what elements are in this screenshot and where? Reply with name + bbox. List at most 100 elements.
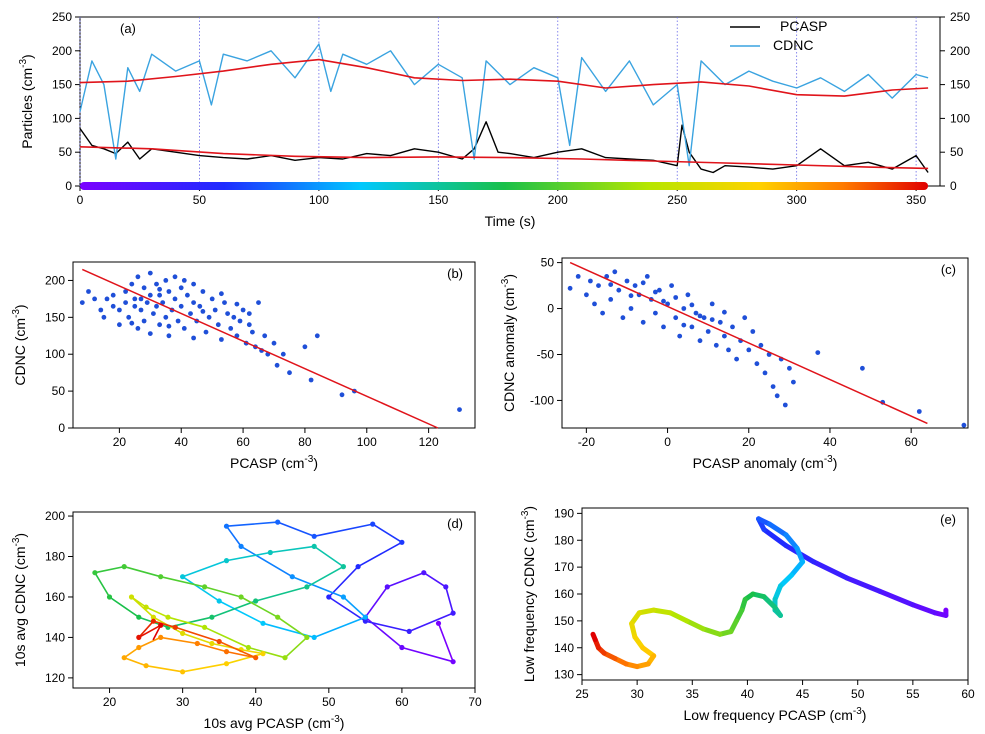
data-point xyxy=(734,356,739,362)
data-point xyxy=(628,306,634,311)
data-point xyxy=(653,289,658,295)
trajectory-point xyxy=(238,543,244,550)
y-axis-label: CDNC anomaly (cm-3) xyxy=(500,274,517,412)
panel-a: 0 50 100 150 200 250 300 350 0 50 100 150 200 250 (a) T… xyxy=(18,10,970,229)
x-tick-label: 25 xyxy=(575,687,589,701)
x-axis-label: Low frequency PCASP (cm-3) xyxy=(684,706,867,723)
x-tick-label: 120 xyxy=(419,435,439,449)
x-tick-label: 20 xyxy=(103,695,117,709)
trajectory-segment xyxy=(138,636,162,649)
x-axis-label: PCASP anomaly (cm-3) xyxy=(693,454,838,471)
trajectory-segment xyxy=(240,545,294,578)
trajectory-point xyxy=(121,564,127,570)
data-point xyxy=(774,393,780,399)
trajectory-segment xyxy=(181,632,213,645)
panel-tag: (e) xyxy=(940,512,956,527)
data-point xyxy=(575,274,581,279)
trajectory-segment xyxy=(218,640,257,659)
y-tick-label: 170 xyxy=(554,560,574,574)
y-tick-label: 100 xyxy=(45,347,65,361)
data-point xyxy=(632,283,638,288)
trajectory-point xyxy=(158,574,164,580)
data-point xyxy=(200,289,206,294)
trajectory-point xyxy=(267,549,273,556)
trajectory-segment xyxy=(811,559,850,581)
trajectory-segment xyxy=(203,586,242,598)
trajectory-point xyxy=(216,638,222,645)
data-point xyxy=(98,307,104,313)
trajectory-segment xyxy=(844,575,883,594)
trajectory-segment xyxy=(327,596,367,623)
trajectory-segment xyxy=(371,523,403,544)
data-point xyxy=(754,361,760,367)
data-point xyxy=(225,311,231,316)
pcasp-series-line xyxy=(79,121,929,174)
panel-e: 25 30 35 40 45 50 55 60 130 140 150 160 170 180 190 (e)… xyxy=(520,506,975,723)
data-point xyxy=(250,329,255,335)
trajectory-segment xyxy=(225,551,272,562)
y-tick-label: 150 xyxy=(45,310,65,324)
data-point xyxy=(132,296,138,302)
data-point xyxy=(640,319,646,325)
right-tick-label: 250 xyxy=(950,10,970,24)
data-point xyxy=(138,296,144,302)
data-point xyxy=(697,338,703,344)
trajectory-point xyxy=(202,624,208,630)
trajectory-segment xyxy=(313,523,374,538)
data-point xyxy=(616,287,622,293)
x-tick-label: 60 xyxy=(904,435,918,449)
panel-tag: (b) xyxy=(447,266,463,281)
time-color-bar xyxy=(80,182,929,190)
trajectory-segment xyxy=(269,545,316,554)
data-point xyxy=(209,296,215,302)
trajectory-segment xyxy=(590,631,598,643)
data-point xyxy=(262,333,268,339)
trajectory-point xyxy=(253,655,259,661)
trajectory-segment xyxy=(401,646,454,663)
y-tick-label: 140 xyxy=(554,641,574,655)
data-point xyxy=(274,362,280,368)
trajectory-point xyxy=(238,594,244,600)
data-point xyxy=(117,322,122,328)
x-tick-label: 55 xyxy=(906,687,920,701)
trajectory-point xyxy=(216,598,222,604)
y-tick-label: 0 xyxy=(547,302,554,316)
y-tick-label: 180 xyxy=(45,550,65,564)
trajectory-segment xyxy=(123,646,140,659)
data-point xyxy=(203,329,209,335)
data-point xyxy=(141,318,147,324)
x-tick-label: 40 xyxy=(249,695,263,709)
y-axis-label: CDNC (cm-3) xyxy=(11,304,28,385)
trajectory-segment xyxy=(910,602,938,616)
data-point xyxy=(178,303,184,309)
trajectory-segment xyxy=(152,624,162,641)
data-point xyxy=(730,324,735,330)
trajectory-point xyxy=(311,543,317,550)
trajectory-segment xyxy=(437,622,454,663)
trajectory-segment xyxy=(181,575,220,602)
trajectory-point xyxy=(340,564,346,570)
data-point xyxy=(181,278,187,283)
data-point xyxy=(314,333,320,339)
trajectory-segment xyxy=(247,646,286,659)
data-point xyxy=(157,322,163,328)
y-tick-label: 250 xyxy=(52,10,72,24)
x-tick-label: 60 xyxy=(236,435,250,449)
trajectory-segment xyxy=(130,596,155,619)
trajectory-point xyxy=(384,584,390,590)
data-point xyxy=(237,318,243,324)
trajectory-point xyxy=(136,614,142,620)
data-point xyxy=(592,301,597,307)
trajectory-point xyxy=(304,584,310,590)
data-point xyxy=(79,300,85,305)
y-tick-label: 140 xyxy=(45,630,65,644)
data-point xyxy=(154,281,159,287)
cdnc-series-line xyxy=(79,43,929,167)
data-point xyxy=(181,326,187,331)
trajectory-point xyxy=(282,655,288,661)
data-point xyxy=(178,285,184,291)
trajectory-point xyxy=(399,539,405,545)
y-tick-label: 180 xyxy=(554,533,574,547)
data-point xyxy=(228,326,234,331)
